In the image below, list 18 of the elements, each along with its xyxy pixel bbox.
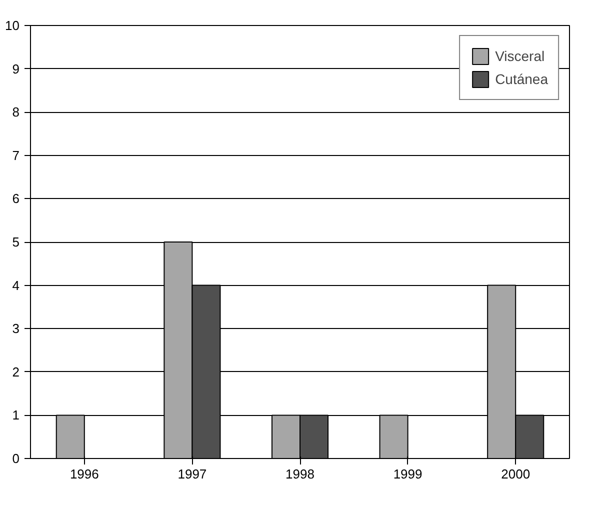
y-tick-label: 5 — [12, 234, 20, 250]
x-tick-label: 1999 — [393, 466, 422, 482]
x-tick-label: 1998 — [286, 466, 314, 482]
y-tick-label: 7 — [12, 148, 20, 163]
y-tick-label: 3 — [12, 321, 20, 336]
y-tick-label: 1 — [12, 408, 20, 423]
y-tick-label: 4 — [12, 278, 20, 293]
y-tick-label: 8 — [12, 104, 20, 120]
y-tick-label: 9 — [12, 61, 20, 76]
x-tick-label: 1996 — [70, 466, 99, 482]
y-tick-label: 0 — [12, 451, 20, 466]
legend-label: Cutánea — [495, 71, 548, 87]
y-tick-label: 2 — [12, 364, 20, 380]
x-tick-label: 2000 — [501, 466, 530, 482]
y-tick-label: 10 — [5, 18, 20, 33]
legend-label: Visceral — [495, 48, 545, 64]
x-tick-label: 1997 — [178, 466, 207, 482]
y-tick-label: 6 — [12, 191, 20, 206]
